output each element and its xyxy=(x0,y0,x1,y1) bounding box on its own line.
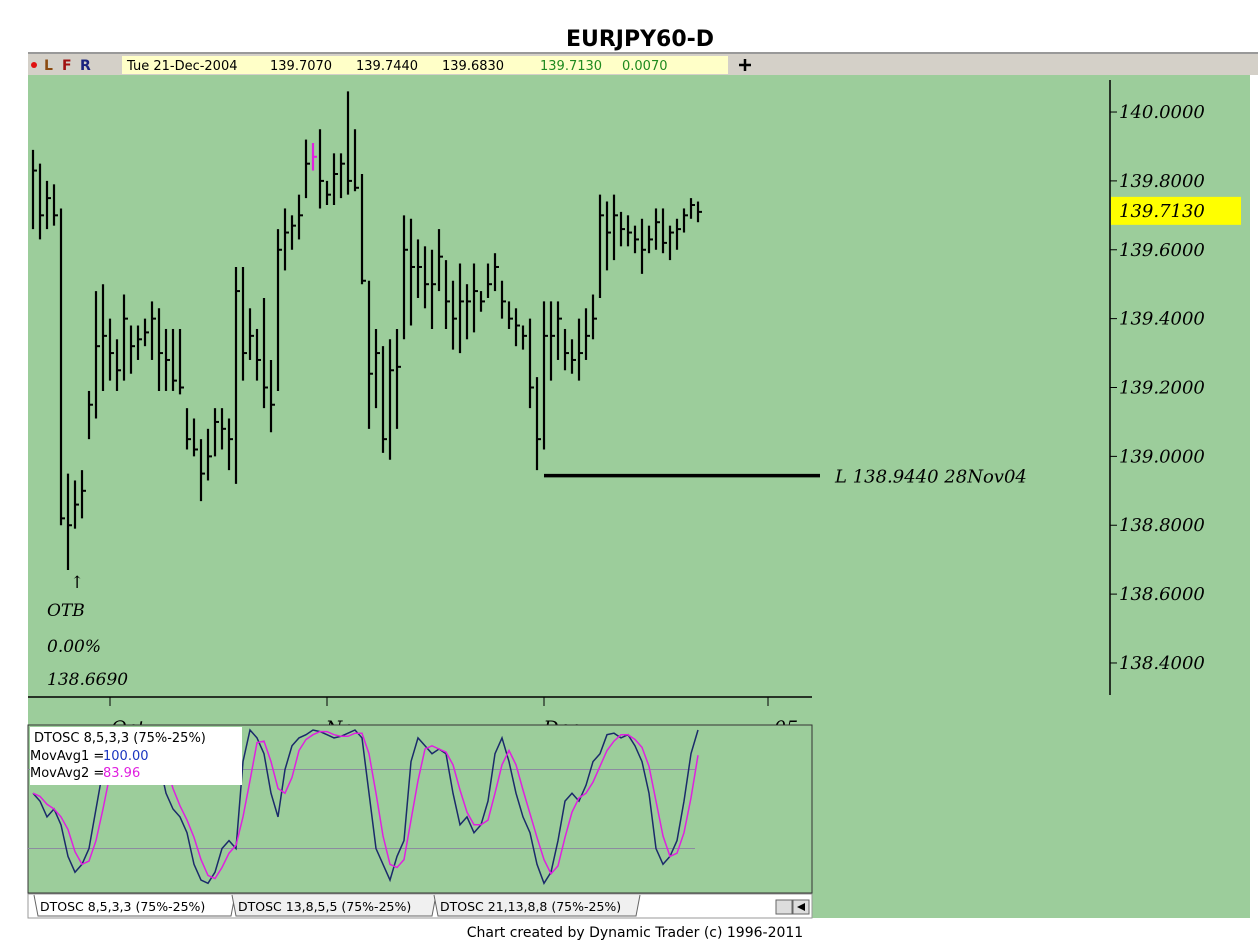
footer: Chart created by Dynamic Trader (c) 1996… xyxy=(467,925,803,941)
low-note-text: 0.00% xyxy=(47,637,101,657)
y-tick-label: 139.8000 xyxy=(1119,171,1205,192)
last-price-box xyxy=(1111,196,1241,225)
y-tick-label: 138.8000 xyxy=(1119,515,1205,536)
y-tick-label: 139.0000 xyxy=(1119,446,1205,467)
tabs: DTOSC 8,5,3,3 (75%-25%) DTOSC 13,8,5,5 (7… xyxy=(33,894,641,917)
tab-scroll[interactable] xyxy=(775,899,810,915)
quote-value: 139.7130 xyxy=(540,59,602,74)
oscillator-chart: DTOSC 8,5,3,3 (75%-25%) MovAvg1 =100.00 Mo… xyxy=(28,727,699,885)
legend-value: 83.96 xyxy=(103,766,140,781)
y-tick-label: 138.6000 xyxy=(1119,584,1205,605)
quote-value: 139.6830 xyxy=(442,59,504,74)
support-label: L 138.9440 28Nov04 xyxy=(834,467,1027,488)
crosshair-icon[interactable] xyxy=(739,59,751,71)
tab-label[interactable]: DTOSC 8,5,3,3 (75%-25%) xyxy=(40,899,205,914)
low-note-text: 138.6690 xyxy=(47,670,128,690)
status-dot xyxy=(31,62,37,68)
legend-name: MovAvg1 = xyxy=(30,749,104,764)
quote-value: 139.7070 xyxy=(270,59,332,74)
low-note-text: OTB xyxy=(47,601,85,621)
legend-title: DTOSC 8,5,3,3 (75%-25%) xyxy=(34,731,206,746)
y-tick-label: 140.0000 xyxy=(1119,102,1205,123)
flag[interactable]: F xyxy=(62,58,72,74)
tab-shape[interactable] xyxy=(231,894,437,917)
y-tick-label: 139.2000 xyxy=(1119,378,1205,399)
tab-shape[interactable] xyxy=(33,894,236,917)
last-price-label: 139.7130 xyxy=(1119,201,1205,222)
chart-title: EURJPY60-D xyxy=(566,27,714,52)
quote-value: 139.7440 xyxy=(356,59,418,74)
legend-value: 100.00 xyxy=(103,749,149,764)
legend-name: MovAvg2 = xyxy=(30,766,104,781)
low-note-text: ↑ xyxy=(70,573,84,593)
flag[interactable]: L xyxy=(44,58,53,74)
legend-box xyxy=(30,727,242,785)
quote-value: 0.0070 xyxy=(622,59,668,74)
y-tick-label: 139.6000 xyxy=(1119,240,1205,261)
tab-label[interactable]: DTOSC 21,13,8,8 (75%-25%) xyxy=(440,899,621,914)
y-tick-label: 138.4000 xyxy=(1119,653,1205,674)
quote-box xyxy=(122,56,728,74)
quote-date: Tue 21-Dec-2004 xyxy=(126,59,238,74)
y-tick-label: 139.4000 xyxy=(1119,309,1205,330)
tab-shape[interactable] xyxy=(433,894,641,917)
tab-label[interactable]: DTOSC 13,8,5,5 (75%-25%) xyxy=(238,899,411,914)
flag[interactable]: R xyxy=(80,58,91,74)
